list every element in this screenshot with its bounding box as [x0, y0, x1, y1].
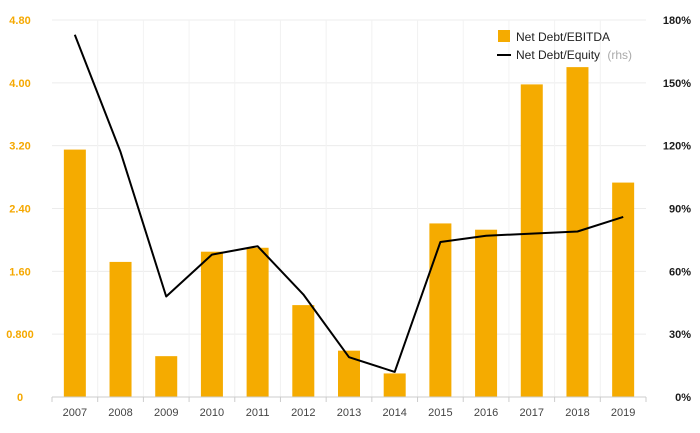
x-tick-label: 2017 — [520, 407, 544, 419]
x-tick-label: 2015 — [428, 407, 452, 419]
left-tick-label: 3.20 — [9, 141, 30, 153]
line-series — [73, 34, 624, 373]
legend-swatch-bar — [498, 30, 510, 42]
bar-2013 — [338, 350, 360, 397]
bar-2017 — [520, 84, 543, 397]
left-tick-label: 1.60 — [9, 266, 30, 278]
right-tick-label: 120% — [663, 141, 691, 153]
x-tick-label: 2012 — [291, 407, 315, 419]
left-tick-label: 0.800 — [6, 329, 34, 341]
x-tick-label: 2018 — [565, 407, 589, 419]
bar-2011 — [246, 247, 269, 397]
bar-2009 — [155, 356, 178, 397]
x-tick-label: 2009 — [154, 407, 178, 419]
x-tick-label: 2014 — [382, 407, 406, 419]
grid-lines — [52, 19, 646, 397]
x-tick-label: 2008 — [108, 407, 132, 419]
bar-2019 — [612, 182, 635, 397]
left-axis-ticks: 0 0.800 1.60 2.40 3.20 4.00 4.80 — [6, 15, 34, 404]
x-tick-label: 2013 — [337, 407, 361, 419]
bar-2016 — [475, 229, 498, 397]
legend-label-net-debt-equity-name: Net Debt/Equity — [516, 48, 600, 62]
x-tick-label: 2010 — [200, 407, 224, 419]
legend-label-net-debt-ebitda: Net Debt/EBITDA — [516, 30, 610, 44]
bar-2015 — [429, 223, 452, 397]
right-tick-label: 180% — [663, 15, 691, 27]
axes — [51, 396, 647, 402]
left-tick-label: 4.80 — [9, 15, 30, 27]
x-tick-label: 2016 — [474, 407, 498, 419]
bar-2008 — [109, 261, 132, 397]
bar-2007 — [63, 149, 86, 397]
bar-2010 — [200, 251, 223, 397]
right-tick-label: 150% — [663, 78, 691, 90]
x-tick-label: 2007 — [63, 407, 87, 419]
left-tick-label: 4.00 — [9, 78, 30, 90]
right-axis-ticks: 0% 30% 60% 90% 120% 150% 180% — [663, 15, 691, 404]
legend-label-net-debt-equity: Net Debt/Equity (rhs) — [516, 48, 632, 62]
x-tick-label: 2019 — [611, 407, 635, 419]
right-tick-label: 30% — [669, 329, 691, 341]
legend-label-rhs: (rhs) — [607, 48, 632, 62]
left-tick-label: 0 — [17, 392, 23, 404]
left-tick-label: 2.40 — [9, 204, 30, 216]
x-tick-label: 2011 — [246, 407, 270, 419]
right-tick-label: 60% — [669, 266, 691, 278]
bar-2012 — [292, 305, 315, 397]
bar-2014 — [383, 373, 406, 397]
x-axis-ticks: 2007 2008 2009 2010 2011 2012 2013 2014 2015 2016… — [63, 407, 636, 419]
right-tick-label: 0% — [675, 392, 691, 404]
right-tick-label: 90% — [669, 204, 691, 216]
legend: Net Debt/EBITDA Net Debt/Equity (rhs) — [497, 30, 632, 62]
